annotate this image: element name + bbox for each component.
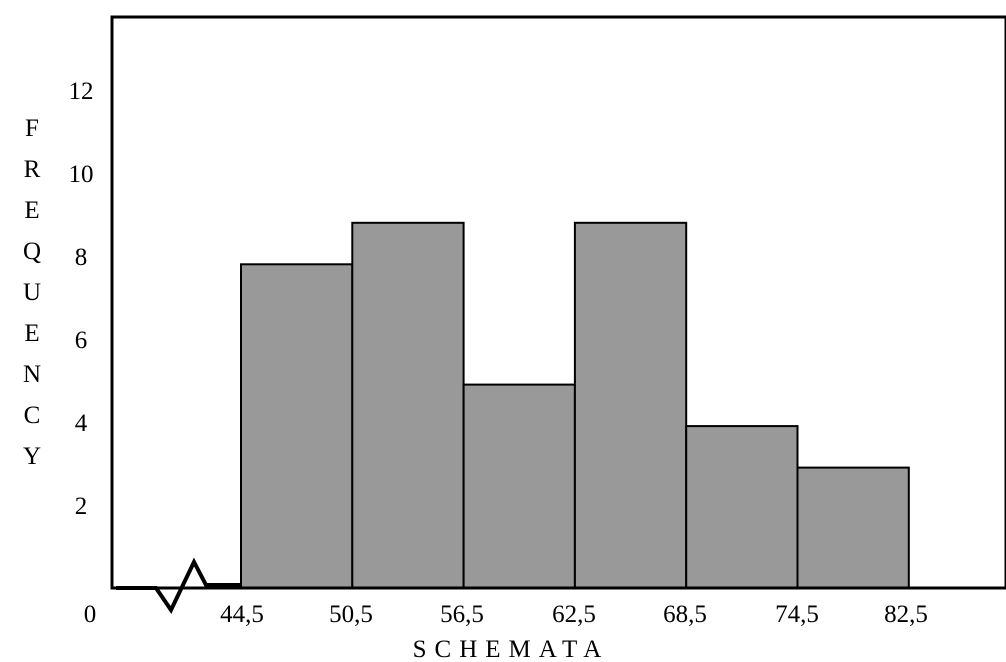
plot-frame (110, 15, 1006, 590)
histogram-bar (685, 425, 799, 589)
axis-break-mark (116, 557, 242, 614)
x-tick-label: 82,5 (884, 601, 928, 628)
origin-label: 0 (84, 601, 97, 628)
x-tick-label: 56,5 (440, 601, 484, 628)
x-tick-label: 50,5 (329, 601, 373, 628)
y-axis-label-letter: F (25, 115, 39, 142)
y-tick-label: 4 (75, 410, 88, 437)
x-tick-label: 44,5 (220, 601, 264, 628)
x-tick-label: 68,5 (663, 601, 707, 628)
histogram-bar (240, 263, 354, 589)
y-tick-label: 10 (69, 161, 94, 188)
y-tick-label: 6 (75, 327, 88, 354)
y-axis-label-letter: Y (23, 443, 41, 470)
x-tick-label: 74,5 (775, 601, 819, 628)
histogram-bar (462, 383, 576, 589)
y-axis-label-letter: N (23, 361, 41, 388)
x-tick-labels: 44,5 50,5 56,5 62,5 68,5 74,5 82,5 (220, 601, 928, 628)
y-axis-label-letter: E (24, 320, 39, 347)
y-tick-label: 2 (75, 493, 88, 520)
y-axis-label-letter: R (24, 156, 41, 183)
x-axis-label: SCHEMATA (413, 636, 610, 662)
x-tick-label: 62,5 (552, 601, 596, 628)
histogram-bar (351, 221, 465, 590)
histogram-bar (796, 466, 910, 590)
y-axis-label-letter: U (23, 279, 41, 306)
y-tick-label: 12 (69, 78, 94, 105)
histogram-bar (573, 221, 688, 590)
bar-group (240, 221, 910, 590)
y-axis-label-letter: Q (23, 238, 41, 265)
y-axis-label-letter: E (24, 197, 39, 224)
y-axis-label-letter: C (24, 402, 41, 429)
y-tick-label: 8 (75, 244, 88, 271)
y-tick-labels: 2 4 6 8 10 12 (69, 78, 94, 520)
